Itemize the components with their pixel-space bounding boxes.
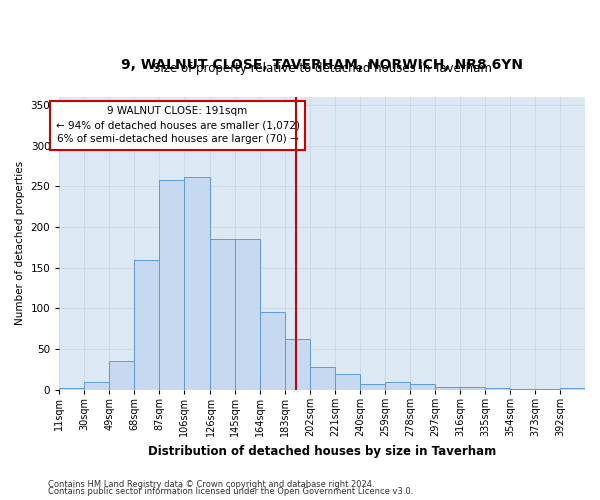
- Bar: [159, 180, 184, 390]
- Text: 9 WALNUT CLOSE: 191sqm
← 94% of detached houses are smaller (1,072)
6% of semi-d: 9 WALNUT CLOSE: 191sqm ← 94% of detached…: [56, 106, 299, 144]
- Bar: [560, 388, 585, 390]
- Bar: [435, 386, 460, 390]
- Bar: [211, 239, 235, 390]
- Y-axis label: Number of detached properties: Number of detached properties: [15, 161, 25, 326]
- Bar: [260, 312, 286, 390]
- Bar: [310, 367, 335, 390]
- Bar: [184, 176, 211, 390]
- Bar: [109, 362, 134, 390]
- Bar: [235, 239, 260, 390]
- Bar: [335, 374, 360, 390]
- Bar: [385, 382, 410, 390]
- Bar: [460, 388, 485, 390]
- Bar: [85, 382, 109, 390]
- Bar: [535, 389, 560, 390]
- Bar: [410, 384, 435, 390]
- Title: Size of property relative to detached houses in Taverham: Size of property relative to detached ho…: [153, 62, 491, 74]
- Bar: [485, 388, 510, 390]
- Text: Contains HM Land Registry data © Crown copyright and database right 2024.: Contains HM Land Registry data © Crown c…: [48, 480, 374, 489]
- Bar: [360, 384, 385, 390]
- Bar: [510, 389, 535, 390]
- X-axis label: Distribution of detached houses by size in Taverham: Distribution of detached houses by size …: [148, 444, 496, 458]
- Bar: [134, 260, 159, 390]
- Text: Contains public sector information licensed under the Open Government Licence v3: Contains public sector information licen…: [48, 487, 413, 496]
- Bar: [59, 388, 85, 390]
- Text: 9, WALNUT CLOSE, TAVERHAM, NORWICH, NR8 6YN: 9, WALNUT CLOSE, TAVERHAM, NORWICH, NR8 …: [121, 58, 523, 72]
- Bar: [286, 340, 310, 390]
